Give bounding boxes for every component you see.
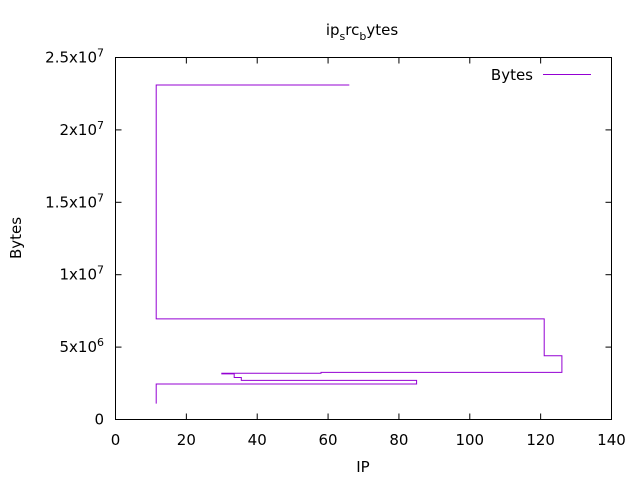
x-tick-label: 20 <box>177 431 196 449</box>
x-tick-label: 80 <box>389 431 408 449</box>
y-tick-label: 1.5x107 <box>45 191 104 211</box>
x-axis-title: IP <box>356 458 369 476</box>
y-tick-label: 2x107 <box>59 119 104 139</box>
y-tick-label: 2.5x107 <box>45 47 104 67</box>
x-tick-label: 140 <box>597 431 626 449</box>
x-tick-label: 0 <box>111 431 121 449</box>
chart-title: ipsrcbytes <box>326 21 399 43</box>
legend-label: Bytes <box>491 66 533 84</box>
y-axis-title: Bytes <box>7 217 25 259</box>
y-tick-label: 1x107 <box>59 264 104 284</box>
x-tick-label: 120 <box>526 431 555 449</box>
x-tick-label: 60 <box>319 431 338 449</box>
x-tick-label: 40 <box>248 431 267 449</box>
y-tick-label: 5x106 <box>59 336 104 356</box>
y-axis: 0 5x106 1x107 1.5x107 2x107 2.5x107 <box>45 47 612 429</box>
series-line-bytes <box>155 84 563 404</box>
y-tick-label: 0 <box>94 411 104 429</box>
x-axis: 0 20 40 60 80 100 120 140 <box>111 57 626 449</box>
plot-area-border <box>115 57 612 420</box>
x-tick-label: 100 <box>455 431 484 449</box>
legend: Bytes <box>491 66 591 84</box>
series-layer <box>155 84 563 404</box>
